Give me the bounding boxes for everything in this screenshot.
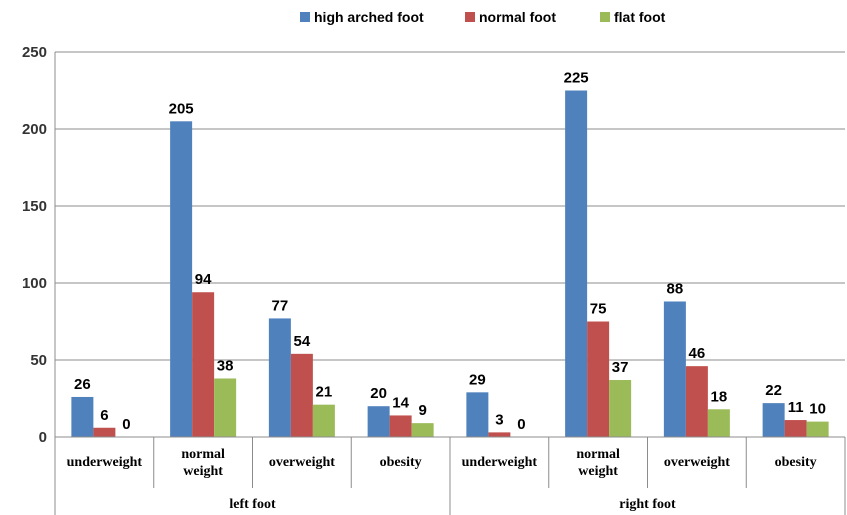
data-label: 38 xyxy=(217,357,234,374)
bar xyxy=(685,366,708,437)
data-label: 21 xyxy=(316,384,333,401)
bar xyxy=(389,415,412,437)
bar xyxy=(312,404,335,437)
x-tick-label: overweight xyxy=(664,455,730,470)
bar xyxy=(214,378,237,437)
bar xyxy=(663,301,686,437)
y-tick-label: 50 xyxy=(30,352,47,369)
data-label: 88 xyxy=(667,280,684,297)
y-tick-label: 100 xyxy=(22,275,47,292)
legend-swatch xyxy=(600,12,610,22)
data-label: 77 xyxy=(272,297,289,314)
bar xyxy=(290,353,313,437)
bar xyxy=(762,403,785,437)
data-label: 6 xyxy=(100,407,108,424)
x-tick-label: overweight xyxy=(269,455,335,470)
x-tick-label: obesity xyxy=(380,455,422,470)
bar xyxy=(411,423,434,437)
data-label: 14 xyxy=(392,394,409,411)
data-label: 10 xyxy=(809,401,826,418)
y-tick-label: 250 xyxy=(22,44,47,61)
data-label: 20 xyxy=(370,385,387,402)
data-label: 26 xyxy=(74,376,91,393)
bar xyxy=(784,420,807,437)
data-label: 0 xyxy=(517,416,525,433)
x-tick-label: normal weight xyxy=(181,447,225,479)
data-label: 0 xyxy=(122,416,130,433)
bar xyxy=(170,121,193,438)
data-label: 9 xyxy=(418,402,426,419)
bar xyxy=(565,90,588,437)
data-label: 75 xyxy=(590,301,607,318)
bar xyxy=(707,409,730,437)
y-tick-label: 0 xyxy=(39,429,47,446)
bar xyxy=(268,318,291,437)
data-label: 46 xyxy=(689,345,706,362)
x-tick-label: underweight xyxy=(462,455,538,470)
y-tick-label: 200 xyxy=(22,121,47,138)
legend-swatch xyxy=(300,12,310,22)
bar xyxy=(71,396,94,437)
data-label: 54 xyxy=(294,333,311,350)
bar xyxy=(609,380,632,437)
data-label: 94 xyxy=(195,271,212,288)
data-label: 3 xyxy=(495,411,503,428)
y-tick-label: 150 xyxy=(22,198,47,215)
legend-label: flat foot xyxy=(614,9,666,25)
x-tick-label: normal weight xyxy=(576,447,620,479)
bar xyxy=(93,427,116,437)
legend: high arched foot normal foot flat foot xyxy=(300,9,666,25)
x-tick-label: underweight xyxy=(67,455,143,470)
legend-swatch xyxy=(465,12,475,22)
data-label: 205 xyxy=(169,100,194,117)
data-label: 18 xyxy=(711,388,728,405)
bar xyxy=(488,432,511,437)
group-label: left foot xyxy=(229,497,276,512)
bar xyxy=(192,292,215,437)
data-label: 11 xyxy=(788,399,804,416)
bar xyxy=(806,421,829,437)
bar xyxy=(367,406,390,437)
bar xyxy=(466,392,489,437)
data-label: 29 xyxy=(469,371,486,388)
legend-label: normal foot xyxy=(479,9,556,25)
legend-label: high arched foot xyxy=(314,9,424,25)
group-label: right foot xyxy=(619,497,676,512)
bar xyxy=(587,321,610,437)
x-tick-label: obesity xyxy=(775,455,817,470)
data-label: 37 xyxy=(612,359,629,376)
data-label: 225 xyxy=(564,70,589,87)
data-label: 22 xyxy=(765,382,782,399)
